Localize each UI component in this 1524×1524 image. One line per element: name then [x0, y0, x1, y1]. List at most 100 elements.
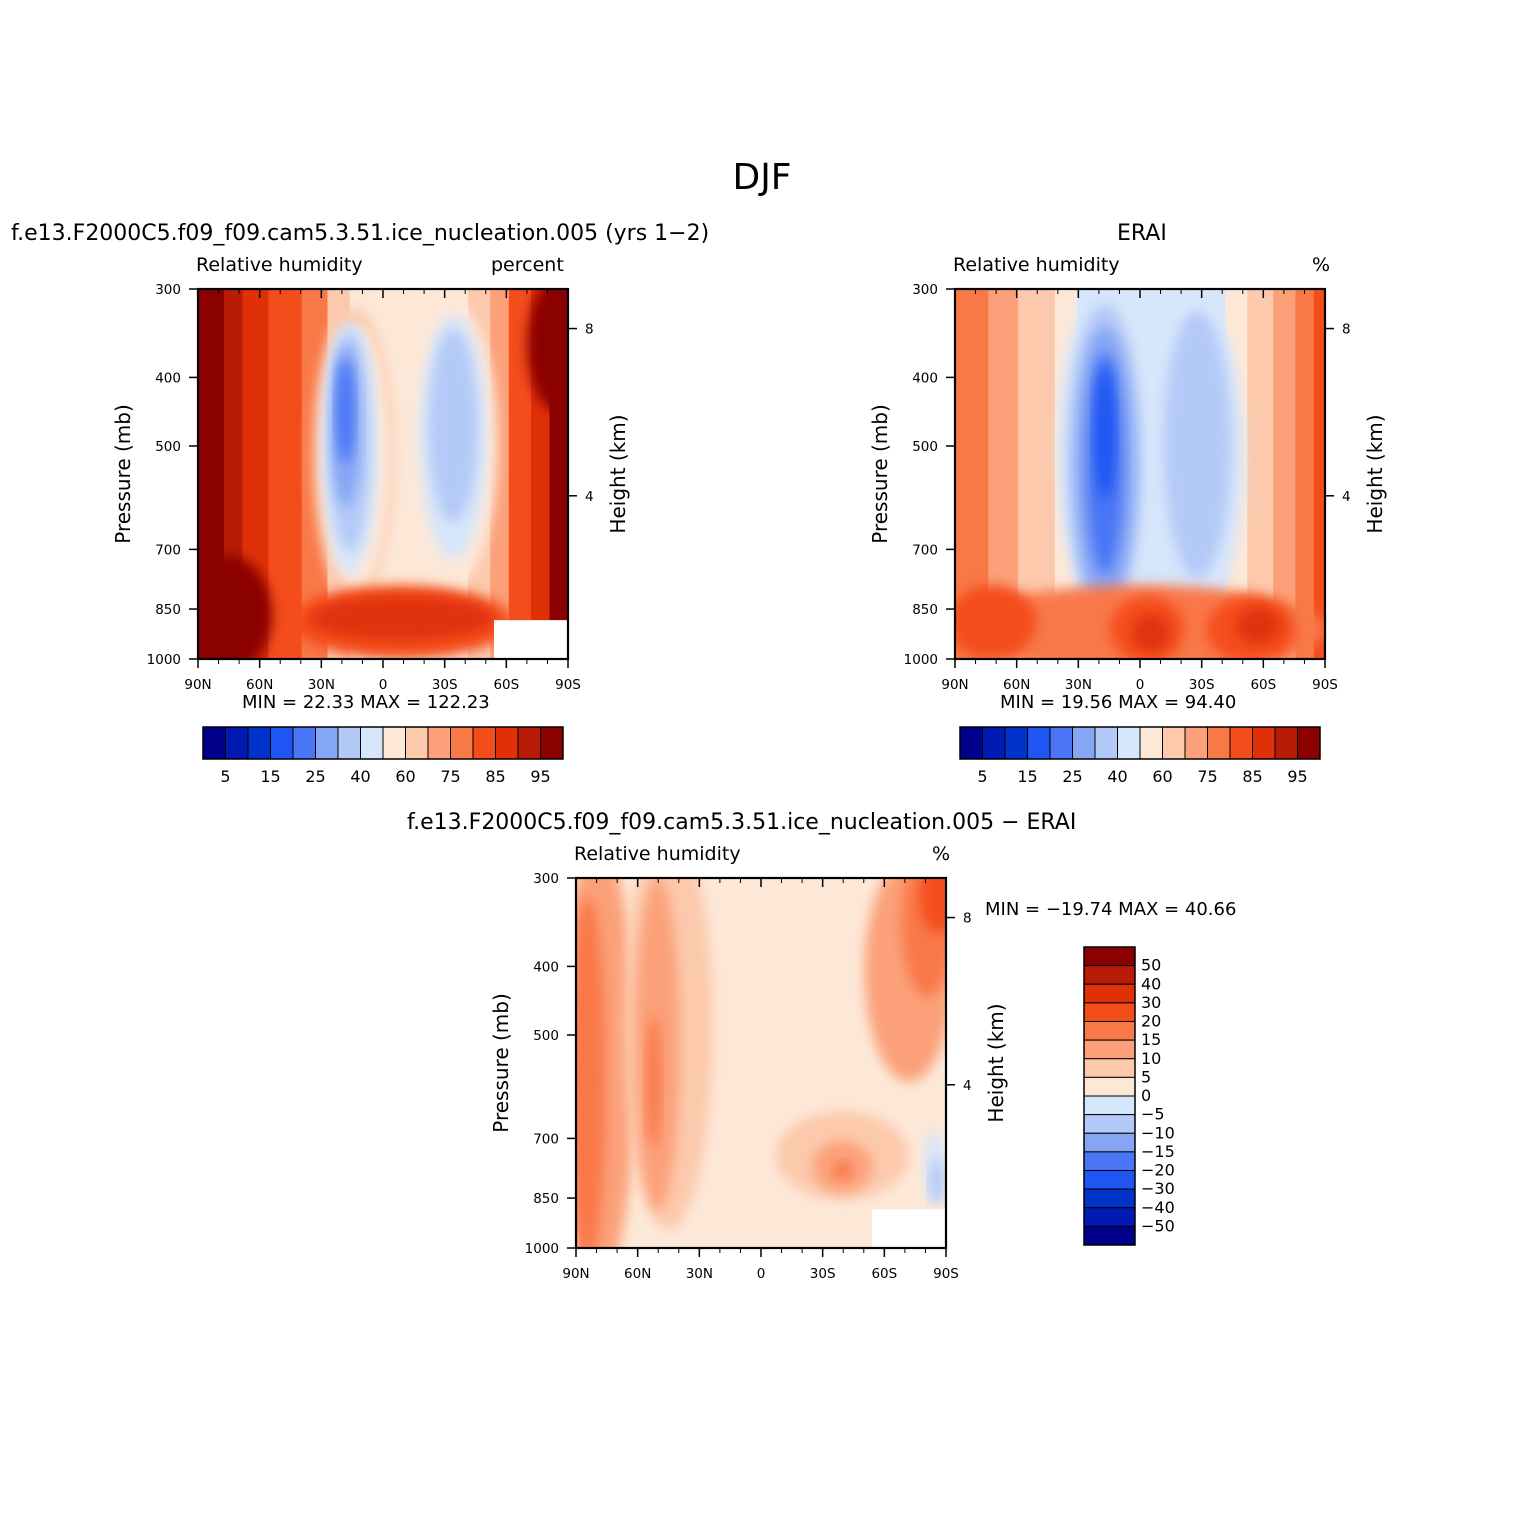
colorbar-label-obs-3: 40 — [1107, 767, 1127, 786]
colorbar-diff-box-9 — [1083, 1114, 1136, 1134]
colorbar-diff-label-11: −20 — [1141, 1161, 1175, 1180]
colorbar-diff-label-4: 15 — [1141, 1030, 1161, 1049]
x-tick-label-model-5: 60S — [493, 677, 519, 693]
y-tick-label-diff-5: 1000 — [525, 1241, 559, 1257]
height-tick-label-diff-1: 4 — [963, 1078, 972, 1094]
colorbar-label-model-4: 60 — [395, 767, 415, 786]
colorbar-label-obs-0: 5 — [977, 767, 987, 786]
colorbar-diff-box-15 — [1083, 1225, 1136, 1246]
colorbar-obs: 5 15 25 40 60 75 85 95 — [959, 726, 1321, 786]
colorbar-diff-label-2: 30 — [1141, 993, 1161, 1012]
colorbar-box-model-7 — [360, 726, 384, 760]
height-tick-label-obs-0: 8 — [1342, 322, 1351, 338]
y-tick-label-diff-4: 850 — [533, 1191, 559, 1207]
colorbar-model: 5 15 25 40 60 75 85 95 — [202, 726, 564, 786]
x-tick-label-diff-1: 60N — [624, 1266, 651, 1282]
y-tick-label-model-4: 850 — [155, 602, 181, 618]
panel-diff-minmax: MIN = −19.74 MAX = 40.66 — [985, 899, 1237, 920]
panel-model-minmax: MIN = 22.33 MAX = 122.23 — [242, 692, 490, 713]
x-tick-label-diff-4: 30S — [810, 1266, 836, 1282]
colorbar-box-model-2 — [247, 726, 271, 760]
obs-column-8 — [1273, 289, 1297, 659]
x-tick-label-model-0: 90N — [184, 677, 211, 693]
colorbar-box-obs-10 — [1184, 726, 1208, 760]
colorbar-box-model-0 — [202, 726, 226, 760]
colorbar-diff-box-4 — [1083, 1021, 1136, 1041]
colorbar-label-model-3: 40 — [350, 767, 370, 786]
obs-column-9 — [1295, 289, 1315, 659]
panel-obs-units: % — [1312, 254, 1331, 276]
colorbar-box-obs-5 — [1072, 726, 1096, 760]
colorbar-box-obs-1 — [982, 726, 1006, 760]
colorbar-frame-obs — [959, 726, 1321, 760]
colorbar-label-obs-1: 15 — [1017, 767, 1037, 786]
height-tick-label-model-0: 8 — [585, 322, 594, 338]
y-tick-label-obs-4: 850 — [912, 602, 938, 618]
obs-np-sfc-12 — [955, 585, 1037, 659]
colorbar-diff-box-11 — [1083, 1151, 1136, 1171]
colorbar-box-obs-0 — [959, 726, 983, 760]
height-axis-label-diff: Height (km) — [984, 1003, 1008, 1122]
colorbar-diff-label-3: 20 — [1141, 1012, 1161, 1031]
colorbar-box-model-5 — [315, 726, 339, 760]
x-tick-label-obs-0: 90N — [941, 677, 968, 693]
x-tick-label-diff-3: 0 — [757, 1266, 766, 1282]
model-low-moist-13 — [309, 596, 494, 641]
panel-diff-units: % — [932, 843, 951, 865]
colorbar-box-obs-4 — [1049, 726, 1073, 760]
colorbar-diff-box-6 — [1083, 1058, 1136, 1078]
panel-obs-minmax: MIN = 19.56 MAX = 94.40 — [1000, 692, 1237, 713]
colorbar-label-obs-4: 60 — [1152, 767, 1172, 786]
y-tick-label-obs-1: 400 — [912, 370, 938, 386]
model-np-sfc-15 — [198, 555, 272, 659]
obs-low-moist-13b — [1236, 607, 1281, 645]
colorbar-box-model-15 — [540, 726, 564, 760]
colorbar-box-model-13 — [495, 726, 519, 760]
colorbar-diff-box-12 — [1083, 1170, 1136, 1190]
colorbar-box-obs-2 — [1004, 726, 1028, 760]
y-tick-label-obs-2: 500 — [912, 439, 938, 455]
x-tick-label-model-1: 60N — [246, 677, 273, 693]
colorbar-label-model-5: 75 — [440, 767, 460, 786]
obs-low-moist-13a — [1132, 614, 1170, 652]
model-missing-region — [494, 620, 568, 659]
colorbar-diff-box-8 — [1083, 1095, 1136, 1116]
colorbar-box-model-14 — [517, 726, 541, 760]
panel-model-variable: Relative humidity — [196, 254, 363, 276]
colorbar-label-model-1: 15 — [260, 767, 280, 786]
y-tick-label-obs-5: 1000 — [904, 652, 938, 668]
x-tick-label-obs-4: 30S — [1189, 677, 1215, 693]
contour-fill-model — [198, 289, 568, 659]
colorbar-box-obs-13 — [1252, 726, 1276, 760]
colorbar-box-obs-15 — [1297, 726, 1321, 760]
diff-lowlev-15 — [833, 1161, 852, 1180]
colorbar-box-obs-3 — [1027, 726, 1051, 760]
colorbar-box-model-6 — [337, 726, 361, 760]
colorbar-box-model-4 — [292, 726, 316, 760]
y-tick-label-model-2: 500 — [155, 439, 181, 455]
x-tick-label-obs-6: 90S — [1312, 677, 1338, 693]
colorbar-label-obs-2: 25 — [1062, 767, 1082, 786]
colorbar-diff-label-14: −50 — [1141, 1216, 1175, 1235]
colorbar-label-obs-6: 85 — [1242, 767, 1262, 786]
colorbar-box-model-10 — [427, 726, 451, 760]
colorbar-box-obs-9 — [1162, 726, 1186, 760]
model-column-3 — [268, 289, 303, 659]
obs-dry-core — [1094, 366, 1116, 500]
colorbar-label-model-7: 95 — [530, 767, 550, 786]
x-tick-label-obs-2: 30N — [1065, 677, 1092, 693]
x-tick-label-diff-0: 90N — [562, 1266, 589, 1282]
y-tick-label-diff-1: 400 — [533, 959, 559, 975]
colorbar-diff-box-5 — [1083, 1039, 1136, 1060]
x-tick-label-obs-5: 60S — [1250, 677, 1276, 693]
colorbar-diff-box-2 — [1083, 983, 1136, 1004]
model-column-10 — [508, 289, 532, 659]
y-tick-label-model-1: 400 — [155, 370, 181, 386]
y-tick-label-model-3: 700 — [155, 542, 181, 558]
colorbar-diff-label-0: 50 — [1141, 956, 1161, 975]
colorbar-diff-label-6: 5 — [1141, 1067, 1151, 1086]
obs-south-dry-6 — [1164, 311, 1231, 578]
height-axis-label-model: Height (km) — [606, 414, 630, 533]
